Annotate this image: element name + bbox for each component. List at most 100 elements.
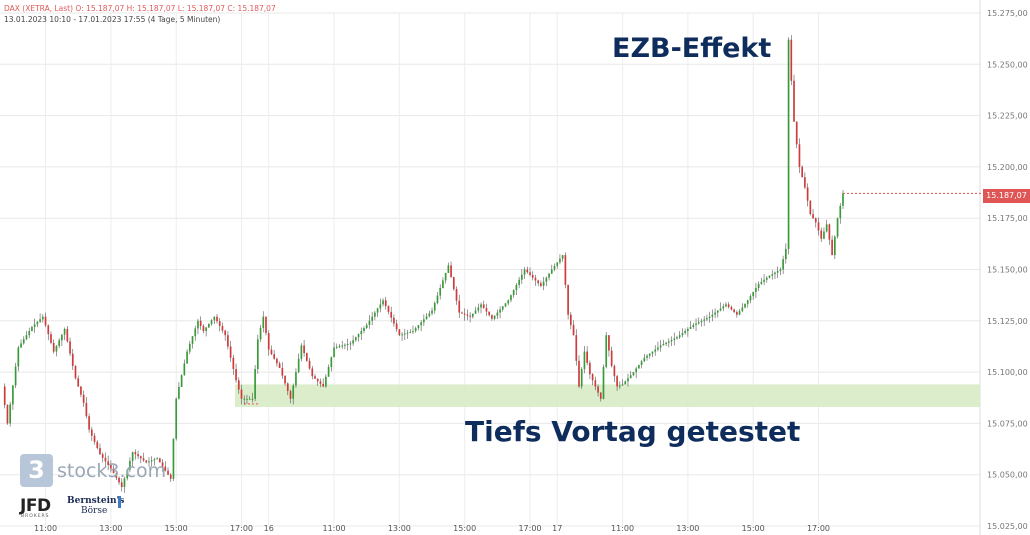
candle-body — [14, 366, 17, 386]
candle-body — [463, 313, 466, 315]
candle-body — [229, 346, 232, 358]
candle-body — [82, 394, 85, 403]
candle-body — [316, 378, 319, 382]
candle-body — [692, 324, 695, 327]
candle-body — [507, 300, 510, 304]
candle-body — [371, 316, 373, 321]
candle-body — [137, 454, 139, 457]
stock3-logo-text: stock3.com — [57, 460, 167, 482]
candle-body — [518, 279, 520, 285]
candle-body — [148, 461, 150, 463]
bernstein-logo-sub: Börse — [81, 506, 108, 516]
jfd-logo: JFD — [20, 496, 51, 516]
candle-body — [439, 287, 442, 296]
x-tick-label: 15:00 — [165, 524, 188, 533]
candle-body — [542, 281, 545, 286]
candle-body — [354, 337, 357, 341]
candle-body — [93, 435, 96, 442]
candle-body — [139, 456, 142, 459]
x-tick-label: 13:00 — [388, 524, 411, 533]
y-tick-label: 15.025,00 — [987, 522, 1028, 531]
candle-body — [20, 343, 22, 348]
candle-body — [145, 460, 148, 463]
chart-header-ohlc: DAX (XETRA, Last) O: 15.187,07 H: 15.187… — [4, 4, 276, 13]
candle-body — [523, 269, 526, 275]
candle-body — [461, 312, 463, 314]
candle-body — [795, 121, 798, 145]
candle-body — [812, 214, 814, 219]
candle-body — [379, 304, 382, 309]
candle-body — [224, 330, 227, 336]
x-tick-label: 15:00 — [453, 524, 476, 533]
candle-body — [167, 470, 169, 475]
candle-body — [22, 339, 25, 344]
candle-body — [741, 307, 744, 312]
candle-body — [363, 327, 365, 332]
candle-body — [180, 375, 183, 387]
candle-body — [278, 363, 281, 368]
candle-body — [142, 458, 145, 461]
candle-body — [618, 385, 621, 387]
last-price-badge: 15.187,07 — [983, 189, 1030, 203]
candle-body — [540, 283, 542, 286]
candle-body — [569, 314, 572, 325]
candle-body — [349, 343, 352, 345]
candle-body — [352, 340, 354, 344]
candle-body — [208, 323, 210, 328]
candle-body — [708, 316, 711, 319]
x-tick-label: 16 — [264, 524, 274, 533]
stock3-logo-icon: 3 — [20, 454, 53, 487]
candle-body — [681, 333, 684, 336]
candle-body — [711, 314, 714, 317]
candle-body — [790, 39, 793, 81]
candle-body — [80, 386, 82, 395]
candle-body — [3, 386, 6, 405]
candle-body — [801, 166, 804, 178]
candle-body — [760, 281, 763, 284]
candle-body — [474, 310, 477, 314]
candle-body — [804, 177, 806, 188]
candle-body — [820, 230, 823, 239]
candle-body — [806, 187, 809, 201]
candle-body — [716, 310, 719, 313]
candle-body — [262, 316, 265, 328]
y-tick-label: 15.075,00 — [987, 419, 1028, 428]
candle-body — [390, 311, 393, 318]
candle-body — [39, 319, 41, 322]
candle-body — [526, 269, 529, 273]
candle-body — [286, 383, 289, 392]
candle-body — [330, 357, 333, 367]
candle-body — [344, 344, 346, 346]
candle-body — [833, 236, 836, 256]
candle-body — [31, 326, 33, 332]
candle-body — [654, 349, 657, 352]
candle-body — [597, 386, 599, 393]
candle-body — [295, 372, 297, 386]
candle-body — [409, 331, 412, 333]
candle-body — [491, 315, 493, 319]
candle-body — [199, 320, 202, 326]
candle-body — [594, 380, 597, 387]
candle-body — [452, 277, 455, 289]
candle-body — [839, 205, 842, 219]
candle-body — [88, 416, 90, 430]
y-tick-label: 15.200,00 — [987, 163, 1028, 172]
candle-body — [608, 335, 610, 351]
candle-body — [175, 398, 178, 439]
candle-body — [284, 375, 286, 384]
candle-body — [164, 466, 167, 471]
candle-body — [213, 316, 216, 321]
candle-body — [281, 367, 284, 376]
candle-body — [447, 265, 450, 273]
candle-body — [687, 329, 689, 332]
candle-body — [714, 312, 716, 315]
candle-body — [368, 320, 371, 325]
candle-body — [150, 460, 153, 462]
candle-body — [191, 336, 194, 344]
candle-body — [58, 340, 60, 346]
candle-body — [423, 319, 425, 323]
candle-body — [101, 454, 104, 458]
x-tick-label: 17 — [552, 524, 562, 533]
x-tick-label: 11:00 — [611, 524, 634, 533]
candle-body — [311, 368, 314, 377]
